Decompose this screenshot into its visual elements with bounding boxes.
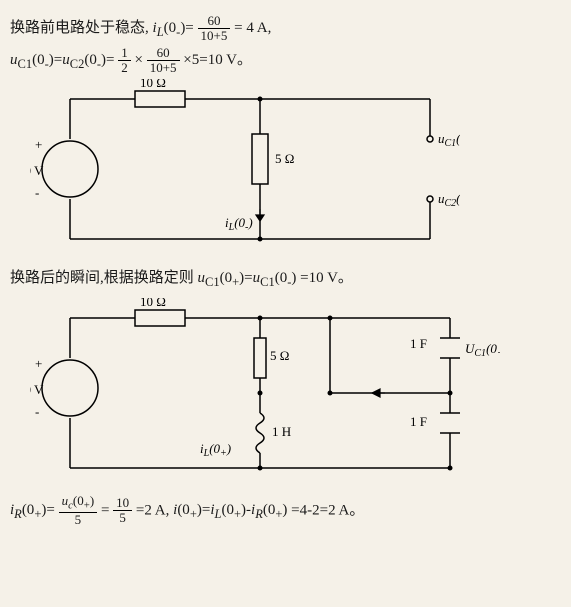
resistor-top-icon xyxy=(135,91,185,107)
frac-uc5: uc(0+)5 xyxy=(59,494,98,528)
voltage-source-icon xyxy=(42,360,98,416)
txt: = 4 A, xyxy=(234,20,271,36)
circuit-diagram-1: + - 60 V 60 V 10 Ω 5 Ω iL(0-) uC1(0-) uC… xyxy=(30,79,460,259)
plus-label: + xyxy=(35,356,42,371)
sym: iR(0+)= xyxy=(10,502,55,518)
sym-uC10m: uC1(0-)=uC2(0-)= xyxy=(10,52,114,68)
terminal-open-icon xyxy=(427,136,433,142)
text-line-2: uC1(0-)=uC2(0-)= 12 × 6010+5 ×5=10 V。 xyxy=(10,46,561,76)
text-line-1: 换路前电路处于稳态, iL(0-)= 6010+5 = 4 A, xyxy=(10,14,561,44)
minus-label: - xyxy=(35,404,39,419)
terminal-open-icon xyxy=(427,196,433,202)
L-label: 1 H xyxy=(272,424,291,439)
source-label: 60 V xyxy=(30,163,44,178)
frac-60b: 6010+5 xyxy=(147,46,180,76)
r-top-label: 10 Ω xyxy=(140,79,166,90)
circuit-diagram-2: + - 60 V 10 Ω 5 Ω 1 H iL(0+) 1 F 1 F UC1… xyxy=(30,298,500,488)
resistor-top-icon xyxy=(135,310,185,326)
iL-label: iL(0-) xyxy=(225,215,253,233)
r5-label: 5 Ω xyxy=(270,348,289,363)
uC1-label: uC1(0-) xyxy=(438,131,460,149)
iL0p-label: iL(0+) xyxy=(200,441,231,459)
plus-label: + xyxy=(35,137,42,152)
frac-half: 12 xyxy=(118,46,131,76)
frac-60: 6010+5 xyxy=(198,14,231,44)
capacitor-icon xyxy=(440,413,460,433)
r-mid-label: 5 Ω xyxy=(275,151,294,166)
resistor-mid-icon xyxy=(252,134,268,184)
resistor-5-icon xyxy=(254,338,266,378)
C-label: 1 F xyxy=(410,336,427,351)
txt: 换路后的瞬间,根据换路定则 xyxy=(10,270,198,286)
arrow-down-icon xyxy=(256,209,264,221)
voltage-source-icon xyxy=(42,141,98,197)
txt: 换路前电路处于稳态, xyxy=(10,20,149,36)
sym-iL0m: iL(0-)= xyxy=(153,20,194,36)
arrow-left-icon xyxy=(372,389,385,397)
uC2-label: uC2(0-) xyxy=(438,191,460,209)
UC1-label: UC1(0+) xyxy=(465,341,500,359)
txt: =10 V。 xyxy=(300,270,353,286)
txt: =4-2=2 A。 xyxy=(291,502,364,518)
minus-label: - xyxy=(35,185,39,200)
sym: i(0+)=iL(0+)-iR(0+) xyxy=(173,502,287,518)
text-line-3: 换路后的瞬间,根据换路定则 uC1(0+)=uC1(0-) =10 V。 xyxy=(10,265,561,294)
txt: =2 A, xyxy=(136,502,169,518)
sym: uC1(0+)=uC1(0-) xyxy=(198,270,297,286)
capacitor-icon xyxy=(440,338,460,358)
text-line-4: iR(0+)= uc(0+)5 = 105 =2 A, i(0+)=iL(0+)… xyxy=(10,494,561,528)
source-label: 60 V xyxy=(30,382,44,397)
C-label: 1 F xyxy=(410,414,427,429)
frac-105: 105 xyxy=(113,496,132,526)
txt: ×5=10 V。 xyxy=(183,52,252,68)
r-top-label: 10 Ω xyxy=(140,298,166,309)
inductor-icon xyxy=(256,413,264,453)
